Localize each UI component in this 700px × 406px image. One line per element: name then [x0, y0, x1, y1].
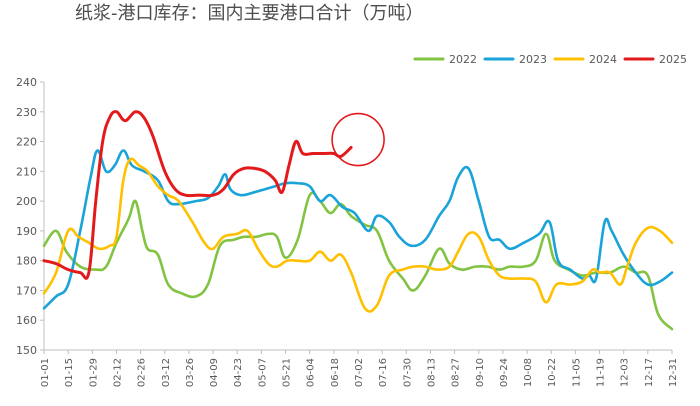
x-tick-label: 10-08 — [523, 358, 534, 387]
axes: 150 160 170 180 190 200 210 220 230 240 01-01 01-15… — [16, 76, 679, 387]
x-tick-label: 08-27 — [451, 358, 462, 387]
series-layer — [42, 110, 674, 331]
x-tick-label: 05-07 — [257, 358, 268, 387]
x-tick-label: 07-30 — [402, 358, 413, 387]
legend-label-2023: 2023 — [519, 53, 547, 66]
y-tick-label: 150 — [16, 344, 37, 357]
highlight-circle-annotation — [331, 112, 385, 167]
y-tick-label: 190 — [16, 225, 37, 238]
x-tick-label: 12-31 — [668, 358, 679, 387]
x-tick-label: 11-19 — [596, 358, 607, 387]
x-tick-label: 04-09 — [209, 358, 220, 387]
series-line-2023 — [42, 149, 674, 310]
y-tick-label: 230 — [16, 106, 37, 119]
x-tick-label: 09-10 — [475, 358, 486, 387]
legend-label-2024: 2024 — [589, 53, 617, 66]
x-tick-label: 02-12 — [112, 358, 123, 387]
x-tick-label: 06-04 — [306, 358, 317, 387]
x-tick-label: 05-21 — [282, 358, 293, 387]
chart-title: 纸浆-港口库存：国内主要港口合计（万吨） — [75, 3, 424, 24]
x-tick-label: 03-12 — [161, 358, 172, 387]
series-line-2022 — [42, 191, 674, 331]
x-tick-label: 03-26 — [185, 358, 196, 387]
x-tick-label: 10-22 — [547, 358, 558, 387]
x-tick-label: 06-18 — [330, 358, 341, 387]
x-tick-label: 11-05 — [571, 358, 582, 387]
x-tick-label: 08-13 — [426, 358, 437, 387]
annotation-layer — [331, 112, 385, 167]
x-tick-label: 09-24 — [499, 358, 510, 387]
x-tick-label: 01-15 — [64, 358, 75, 387]
legend: 2022 2023 2024 2025 — [413, 53, 687, 66]
x-tick-label: 07-02 — [354, 358, 365, 387]
y-tick-label: 210 — [16, 165, 37, 178]
x-tick-label: 01-29 — [88, 358, 99, 387]
x-tick-label: 12-17 — [644, 358, 655, 387]
y-tick-label: 180 — [16, 255, 37, 268]
y-tick-label: 170 — [16, 284, 37, 297]
series-line-2024 — [42, 157, 674, 313]
y-tick-label: 200 — [16, 195, 37, 208]
x-tick-label: 01-01 — [40, 358, 51, 387]
x-tick-label: 07-16 — [378, 358, 389, 387]
x-tick-label: 02-26 — [137, 358, 148, 387]
x-tick-label: 12-03 — [620, 358, 631, 387]
legend-label-2022: 2022 — [449, 53, 477, 66]
y-tick-label: 160 — [16, 314, 37, 327]
y-tick-label: 240 — [16, 76, 37, 89]
x-tick-label: 04-23 — [233, 358, 244, 387]
series-line-2025 — [42, 110, 353, 280]
legend-label-2025: 2025 — [659, 53, 687, 66]
y-tick-label: 220 — [16, 136, 37, 149]
